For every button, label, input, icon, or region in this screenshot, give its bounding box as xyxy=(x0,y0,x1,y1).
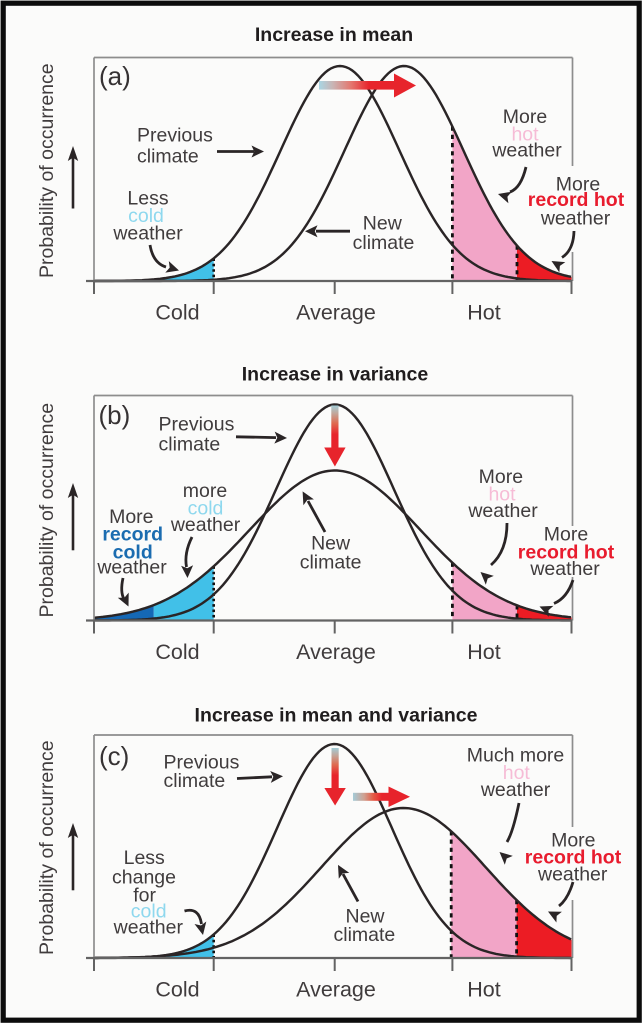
svg-text:Hot: Hot xyxy=(467,640,500,664)
svg-text:Average: Average xyxy=(296,978,376,1002)
svg-text:weather: weather xyxy=(467,500,538,522)
svg-text:New: New xyxy=(345,906,385,928)
svg-text:More: More xyxy=(551,830,595,852)
svg-text:weather: weather xyxy=(113,917,184,939)
svg-text:record hot: record hot xyxy=(518,542,615,564)
svg-text:climate: climate xyxy=(137,146,199,168)
svg-text:More: More xyxy=(479,466,523,488)
svg-text:Cold: Cold xyxy=(155,301,199,325)
svg-text:record: record xyxy=(102,524,163,546)
svg-text:Probability of occurrence: Probability of occurrence xyxy=(36,740,58,955)
svg-text:Hot: Hot xyxy=(467,301,500,325)
svg-text:More: More xyxy=(109,506,153,528)
svg-text:Increase in variance: Increase in variance xyxy=(242,364,429,386)
svg-text:weather: weather xyxy=(529,558,600,580)
svg-text:(b): (b) xyxy=(99,400,131,430)
svg-text:Hot: Hot xyxy=(467,978,500,1002)
svg-text:New: New xyxy=(311,533,351,555)
svg-text:Average: Average xyxy=(296,640,376,664)
svg-text:hot: hot xyxy=(511,124,539,146)
svg-text:(a): (a) xyxy=(99,61,131,91)
svg-text:weather: weather xyxy=(540,208,611,230)
svg-text:climate: climate xyxy=(300,552,362,574)
svg-text:cold: cold xyxy=(128,205,164,227)
svg-text:More: More xyxy=(544,524,588,546)
svg-text:Previous: Previous xyxy=(164,752,240,774)
svg-text:Less: Less xyxy=(127,188,168,210)
svg-text:cold: cold xyxy=(188,498,224,520)
svg-text:New: New xyxy=(363,213,403,235)
svg-text:weather: weather xyxy=(170,514,241,536)
svg-text:Previous: Previous xyxy=(137,125,213,147)
svg-text:weather: weather xyxy=(112,222,183,244)
svg-text:Average: Average xyxy=(296,301,376,325)
svg-text:climate: climate xyxy=(353,232,415,254)
svg-text:Cold: Cold xyxy=(155,978,199,1002)
svg-text:hot: hot xyxy=(488,484,516,506)
svg-text:Probability of occurrence: Probability of occurrence xyxy=(36,403,58,618)
svg-text:record hot: record hot xyxy=(528,189,625,211)
svg-text:Increase in mean and variance: Increase in mean and variance xyxy=(195,705,478,727)
svg-text:cold: cold xyxy=(113,542,153,564)
svg-text:Cold: Cold xyxy=(155,640,199,664)
svg-text:Probability of occurrence: Probability of occurrence xyxy=(36,63,58,278)
svg-text:Less: Less xyxy=(124,847,165,869)
svg-text:change: change xyxy=(112,867,176,889)
svg-text:more: more xyxy=(183,480,227,502)
svg-text:More: More xyxy=(556,174,600,196)
svg-text:(c): (c) xyxy=(99,741,129,771)
svg-text:climate: climate xyxy=(159,434,221,456)
svg-text:hot: hot xyxy=(503,762,531,784)
svg-text:weather: weather xyxy=(491,140,562,162)
svg-text:weather: weather xyxy=(537,864,608,886)
svg-text:record hot: record hot xyxy=(525,847,622,869)
svg-text:weather: weather xyxy=(96,557,167,579)
svg-text:Previous: Previous xyxy=(159,414,235,436)
svg-text:cold: cold xyxy=(131,901,167,923)
svg-text:weather: weather xyxy=(480,779,551,801)
svg-text:Increase in mean: Increase in mean xyxy=(255,24,413,46)
svg-text:climate: climate xyxy=(334,924,396,946)
svg-text:for: for xyxy=(133,885,156,907)
svg-text:Much more: Much more xyxy=(467,745,565,767)
svg-text:climate: climate xyxy=(164,770,226,792)
svg-text:More: More xyxy=(503,106,547,128)
